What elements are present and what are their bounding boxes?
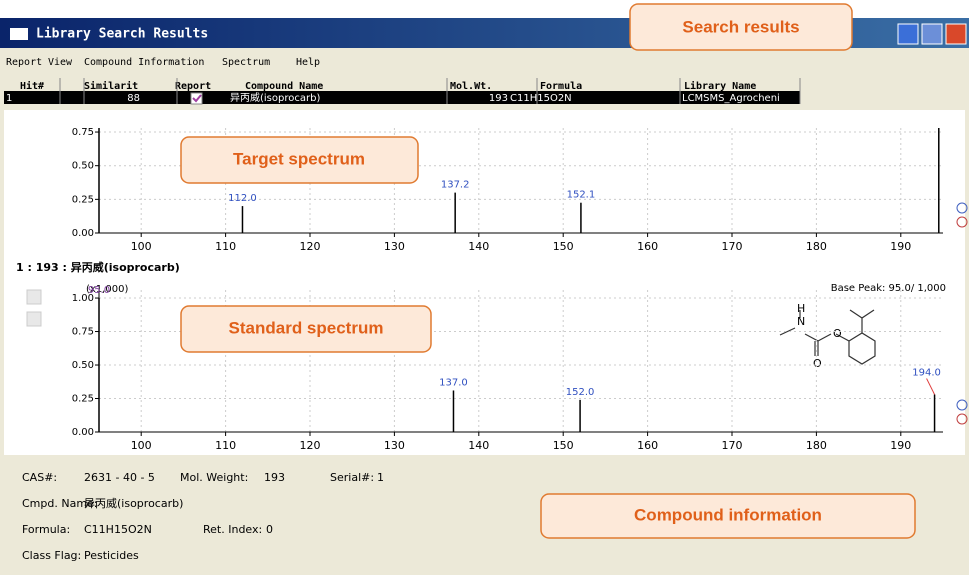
x-tick-label: 100 — [131, 439, 152, 452]
x-tick-label: 180 — [806, 240, 827, 253]
menu-item[interactable]: Report — [6, 57, 42, 68]
column-header: Report — [175, 81, 211, 92]
cell: LCMSMS_Agrocheni — [682, 93, 780, 104]
x-tick-label: 100 — [131, 240, 152, 253]
x-tick-label: 160 — [637, 439, 658, 452]
info-text: Pesticides — [84, 549, 139, 562]
info-text: 0 — [266, 523, 273, 536]
info-text: 2631 - 40 - 5 — [84, 471, 155, 484]
x-tick-label: 160 — [637, 240, 658, 253]
x-tick-label: 170 — [722, 240, 743, 253]
y-tick-label: 0.25 — [72, 394, 94, 405]
x-tick-label: 140 — [468, 439, 489, 452]
info-text: C11H15O2N — [84, 523, 152, 536]
x-tick-label: 190 — [890, 240, 911, 253]
peak-label: 152.0 — [566, 387, 595, 398]
peak-label: 137.0 — [439, 377, 468, 388]
column-header: Mol.Wt. — [450, 81, 492, 92]
peak-label: 194.0 — [912, 367, 941, 378]
peak-label: 112.0 — [228, 193, 257, 204]
scroll-up[interactable] — [27, 290, 41, 304]
y-tick-label: 0.00 — [72, 228, 94, 239]
x-tick-label: 170 — [722, 439, 743, 452]
info-text: CAS#: — [22, 471, 57, 484]
close-button[interactable] — [946, 24, 966, 44]
x-tick-label: 120 — [300, 439, 321, 452]
peak-label: 137.2 — [441, 180, 470, 191]
y-tick-label: 0.50 — [72, 360, 94, 371]
peak-label: 152.1 — [567, 190, 596, 201]
peak-label: 95.0 — [88, 285, 110, 296]
y-tick-label: 0.75 — [72, 127, 94, 138]
atom: N — [797, 315, 805, 328]
menu-item[interactable]: View — [48, 57, 73, 68]
info-text: Class Flag: — [22, 549, 81, 562]
maximize-button[interactable] — [922, 24, 942, 44]
callout: Standard spectrum — [229, 318, 384, 337]
info-text: 1 — [377, 471, 384, 484]
column-header: Library Name — [684, 80, 756, 92]
callout: Compound information — [634, 505, 822, 524]
menu-item[interactable]: Compound Information — [84, 57, 204, 68]
callout: Search results — [682, 17, 799, 36]
screen: Library Search Results Search results 1 … — [0, 0, 969, 575]
y-tick-label: 0.50 — [72, 161, 94, 172]
x-tick-label: 110 — [215, 240, 236, 253]
info-text: Mol. Weight: — [180, 471, 248, 484]
column-header: Similarit — [84, 80, 138, 92]
info-text: Formula: — [22, 523, 70, 536]
x-tick-label: 110 — [215, 439, 236, 452]
callout: Target spectrum — [233, 149, 365, 168]
column-header: Compound Name — [245, 81, 323, 92]
info-text: 193 — [264, 471, 285, 484]
atom: O — [813, 357, 822, 370]
menu-item[interactable]: Help — [296, 57, 320, 68]
x-tick-label: 130 — [384, 439, 405, 452]
column-header: Formula — [540, 81, 582, 92]
cell: 1 — [6, 93, 12, 104]
scroll-down[interactable] — [27, 312, 41, 326]
x-tick-label: 120 — [300, 240, 321, 253]
x-tick-label: 180 — [806, 439, 827, 452]
x-tick-label: 130 — [384, 240, 405, 253]
column-header: Hit# — [20, 80, 44, 92]
chart-panel — [4, 110, 965, 455]
info-text: Serial#: — [330, 471, 374, 484]
y-tick-label: 0.75 — [72, 327, 94, 338]
y-tick-label: 0.00 — [72, 427, 94, 438]
x-tick-label: 140 — [468, 240, 489, 253]
y-tick-label: 0.25 — [72, 194, 94, 205]
window-title: Library Search Results — [36, 27, 208, 42]
x-tick-label: 150 — [553, 240, 574, 253]
cell: 88 — [127, 93, 140, 104]
base-peak: Base Peak: 95.0/ 1,000 — [831, 283, 946, 294]
x-tick-label: 190 — [890, 439, 911, 452]
info-text: Ret. Index: — [203, 523, 262, 536]
atom: O — [833, 327, 842, 340]
menu-item[interactable]: Spectrum — [222, 57, 270, 68]
cell: 异丙威(isoprocarb) — [230, 91, 320, 104]
atom: H — [797, 302, 805, 315]
minimize-button[interactable] — [898, 24, 918, 44]
info-text: 异丙威(isoprocarb) — [84, 497, 183, 510]
spectrum-caption: 1 : 193 : 异丙威(isoprocarb) — [16, 260, 180, 274]
cell: C11H15O2N — [510, 93, 572, 104]
cell: 193 — [489, 93, 508, 104]
window-icon — [10, 28, 28, 40]
x-tick-label: 150 — [553, 439, 574, 452]
